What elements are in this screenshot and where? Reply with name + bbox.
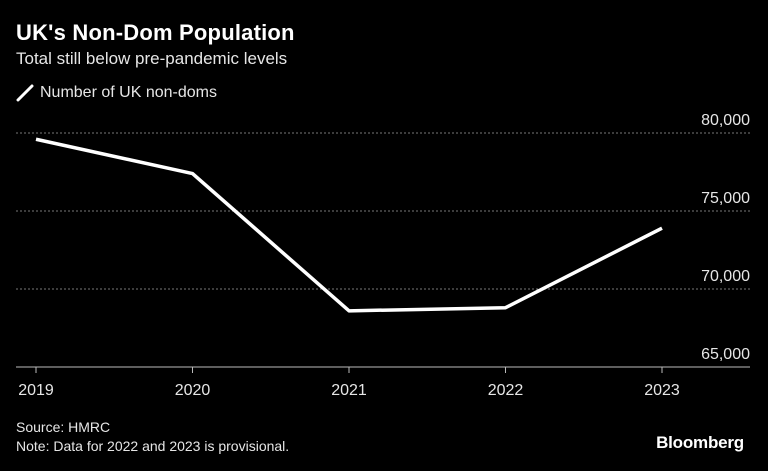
chart-subtitle: Total still below pre-pandemic levels	[16, 49, 288, 68]
source-note: Source: HMRC	[16, 419, 111, 435]
x-tick-label: 2019	[18, 382, 54, 399]
legend-label: Number of UK non-doms	[40, 84, 217, 101]
y-axis-labels: 80,000 75,000 70,000 65,000	[701, 112, 750, 363]
x-tick-label: 2021	[331, 382, 367, 399]
y-tick-label: 80,000	[701, 112, 750, 129]
x-axis-labels: 2019 2020 2021 2022 2023	[18, 367, 680, 399]
y-tick-label: 65,000	[701, 346, 750, 363]
data-note: Note: Data for 2022 and 2023 is provisio…	[16, 438, 290, 454]
grid-layer	[16, 132, 750, 290]
x-tick-label: 2023	[644, 382, 680, 399]
legend: Number of UK non-doms	[16, 84, 217, 102]
diagonal-line-icon	[16, 84, 34, 102]
x-tick-label: 2022	[488, 382, 524, 399]
series-layer	[35, 137, 663, 313]
y-tick-label: 75,000	[701, 190, 750, 207]
x-tick-label: 2020	[175, 382, 211, 399]
y-tick-label: 70,000	[701, 268, 750, 285]
bloomberg-logo: Bloomberg	[656, 433, 744, 452]
series-line-non-doms	[35, 137, 663, 313]
chart-title: UK's Non-Dom Population	[16, 20, 295, 45]
